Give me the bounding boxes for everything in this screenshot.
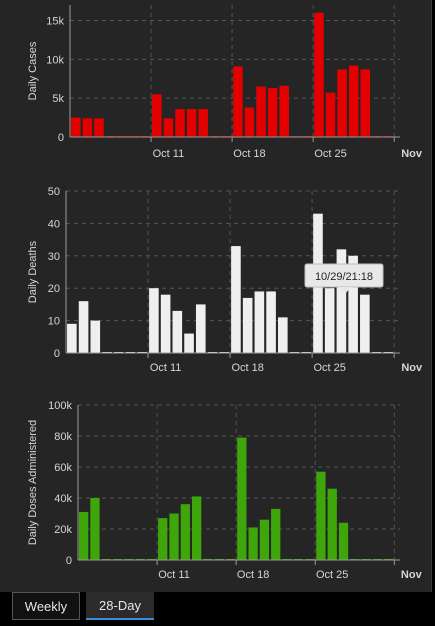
y-tick-label: 50 [48, 186, 60, 198]
bar-cases [314, 12, 324, 137]
bar-deaths [324, 288, 335, 353]
bar-cases [244, 107, 255, 137]
y-tick-label: 80k [54, 431, 72, 443]
y-tick-label: 10k [46, 54, 64, 66]
y-tick-label: 10 [48, 316, 60, 328]
bar-deaths [348, 255, 358, 353]
bar-deaths [149, 288, 159, 353]
y-tick-label: 40 [48, 218, 60, 230]
bar-doses [338, 522, 349, 560]
bar-doses [158, 518, 168, 560]
tab-28-day[interactable]: 28-Day [86, 592, 154, 620]
x-tick-label: Nov [401, 362, 423, 374]
bar-cases [256, 86, 266, 137]
bar-deaths [360, 294, 370, 353]
bar-cases [279, 85, 289, 137]
x-tick-label: Oct 11 [150, 362, 182, 374]
tab-weekly[interactable]: Weekly [12, 592, 80, 620]
bar-cases [186, 109, 197, 137]
y-tick-label: 60k [54, 462, 72, 474]
tab-bar: Weekly 28-Day [0, 592, 435, 626]
bar-cases [267, 88, 278, 137]
bar-cases [82, 118, 93, 137]
bar-deaths [184, 333, 194, 353]
x-tick-label: Oct 18 [231, 362, 263, 374]
y-tick-label: 20k [54, 524, 72, 536]
bar-deaths [266, 291, 276, 353]
bar-doses [259, 519, 270, 560]
bar-cases [198, 109, 208, 137]
bar-doses [271, 508, 281, 560]
bar-cases [94, 118, 104, 137]
bar-deaths [336, 249, 347, 353]
bar-doses [191, 496, 202, 560]
x-tick-label: Oct 18 [237, 569, 269, 581]
y-tick-label: 15k [46, 16, 64, 28]
y-tick-label: 100k [48, 400, 72, 412]
bar-cases [233, 66, 243, 137]
chart-doses: 0 20k 40k 60k 80k 100k Oct 11 Oct 18 Oct 25 Nov Da… [27, 400, 423, 581]
tooltip: 10/29/21:18 [304, 263, 384, 294]
y-tick-label: 5k [52, 93, 64, 105]
tooltip-pointer [339, 287, 351, 294]
bar-deaths [231, 246, 241, 353]
bar-deaths [278, 317, 288, 353]
bar-cases [337, 69, 347, 137]
bar-doses [90, 498, 100, 560]
x-tick-label: Oct 25 [314, 148, 346, 160]
tooltip-text: 10/29/21:18 [315, 271, 373, 283]
x-tick-label: Nov [401, 148, 423, 160]
chart-cases: 0 5k 10k 15k Oct 11 Oct 18 Oct 25 Nov Daily Case… [27, 5, 423, 160]
bar-cases [71, 117, 81, 137]
bar-deaths [90, 320, 101, 353]
bar-doses [79, 511, 89, 560]
bar-doses [327, 488, 337, 560]
chart-deaths: 0 10 20 30 40 50 Oct 11 Oct 18 Oct 25 Nov Daily De… [27, 186, 423, 374]
bar-cases [360, 69, 371, 137]
bar-cases [163, 118, 174, 137]
bar-deaths [67, 323, 77, 353]
bar-deaths [254, 291, 265, 353]
y-axis-title: Daily Cases [27, 41, 39, 100]
y-tick-label: 30 [48, 251, 60, 263]
bar-cases [325, 92, 336, 137]
bar-cases [348, 65, 359, 137]
x-tick-label: Oct 18 [233, 148, 265, 160]
bar-doses [180, 504, 190, 560]
bar-cases [152, 94, 162, 137]
y-tick-label: 0 [58, 132, 64, 144]
bar-doses [316, 471, 326, 560]
charts-panel: 0 5k 10k 15k Oct 11 Oct 18 Oct 25 Nov Daily Case… [0, 0, 432, 592]
x-tick-label: Oct 11 [153, 148, 185, 160]
charts-svg: 0 5k 10k 15k Oct 11 Oct 18 Oct 25 Nov Daily Case… [27, 5, 423, 581]
bar-doses [237, 437, 247, 560]
bar-doses [248, 527, 258, 560]
bar-deaths [242, 297, 253, 353]
y-axis-title: Daily Doses Administered [27, 420, 39, 545]
bar-deaths [78, 301, 89, 353]
y-tick-label: 40k [54, 493, 72, 505]
y-tick-label: 20 [48, 283, 60, 295]
x-tick-label: Nov [401, 569, 423, 581]
y-axis-title: Daily Deaths [27, 240, 39, 303]
y-tick-label: 0 [54, 348, 60, 360]
bar-deaths [195, 304, 206, 353]
x-tick-label: Oct 25 [316, 569, 348, 581]
x-tick-label: Oct 25 [313, 362, 345, 374]
bar-deaths [172, 310, 183, 353]
bar-deaths [160, 294, 171, 353]
x-tick-label: Oct 11 [158, 569, 190, 581]
bar-cases [175, 109, 185, 137]
y-tick-label: 0 [66, 555, 72, 567]
bar-doses [169, 513, 179, 560]
